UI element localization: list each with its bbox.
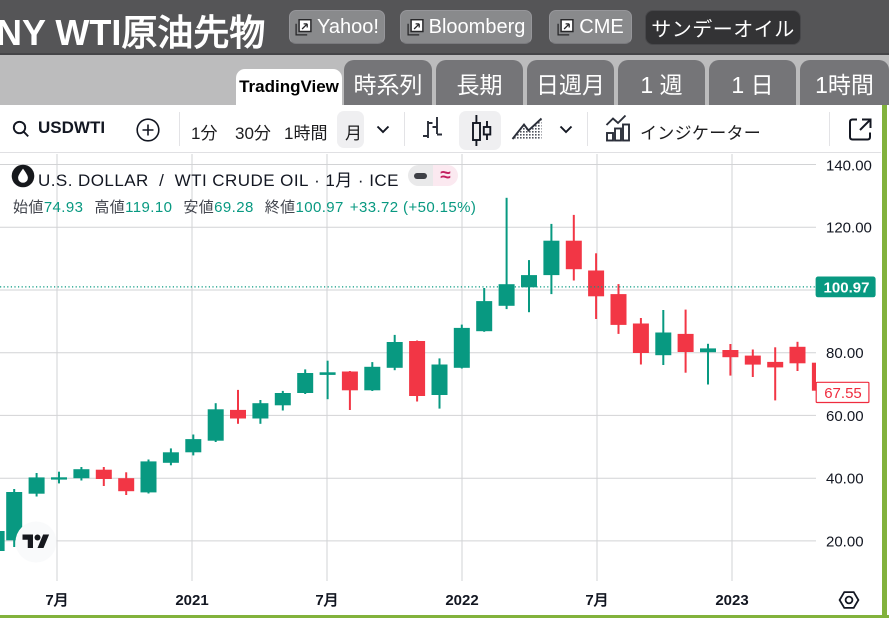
svg-text:20.00: 20.00 — [826, 533, 864, 550]
svg-text:80.00: 80.00 — [826, 345, 864, 362]
svg-text:7月: 7月 — [585, 592, 608, 609]
svg-text:7月: 7月 — [315, 592, 338, 609]
svg-text:140.00: 140.00 — [826, 157, 872, 174]
svg-text:2021: 2021 — [175, 592, 208, 609]
svg-text:2023: 2023 — [715, 592, 748, 609]
svg-text:120.00: 120.00 — [826, 220, 872, 237]
svg-text:40.00: 40.00 — [826, 471, 864, 488]
svg-text:67.55: 67.55 — [824, 385, 862, 402]
svg-text:60.00: 60.00 — [826, 408, 864, 425]
svg-text:7月: 7月 — [45, 592, 68, 609]
svg-text:2022: 2022 — [445, 592, 478, 609]
svg-text:100.97: 100.97 — [824, 279, 870, 296]
